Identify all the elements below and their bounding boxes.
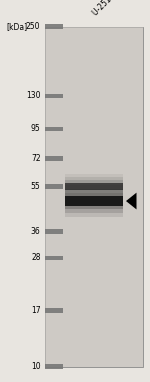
Text: 95: 95	[31, 125, 40, 133]
Bar	[45, 127, 63, 131]
Text: 17: 17	[31, 306, 40, 315]
Bar	[64, 189, 123, 213]
Text: 72: 72	[31, 154, 40, 163]
Bar	[45, 364, 63, 369]
Bar	[45, 308, 63, 313]
Text: 28: 28	[31, 254, 40, 262]
Bar	[64, 180, 123, 193]
Bar	[45, 24, 63, 29]
Bar	[45, 27, 142, 367]
Bar	[64, 183, 123, 190]
Bar	[45, 156, 63, 160]
Text: 130: 130	[26, 91, 40, 100]
Text: 55: 55	[31, 182, 40, 191]
Bar	[45, 229, 63, 234]
Bar	[45, 185, 63, 189]
Text: U-251 MG: U-251 MG	[91, 0, 124, 17]
Bar	[64, 193, 123, 209]
Text: 36: 36	[31, 227, 40, 236]
Text: 10: 10	[31, 362, 40, 371]
Bar	[45, 256, 63, 260]
Bar	[64, 178, 123, 196]
Bar	[64, 174, 123, 200]
Bar	[64, 185, 123, 217]
Polygon shape	[126, 193, 136, 209]
Bar	[64, 196, 123, 206]
Bar	[45, 94, 63, 98]
Text: [kDa]: [kDa]	[6, 22, 27, 31]
Text: 250: 250	[26, 22, 40, 31]
Bar	[45, 27, 142, 367]
